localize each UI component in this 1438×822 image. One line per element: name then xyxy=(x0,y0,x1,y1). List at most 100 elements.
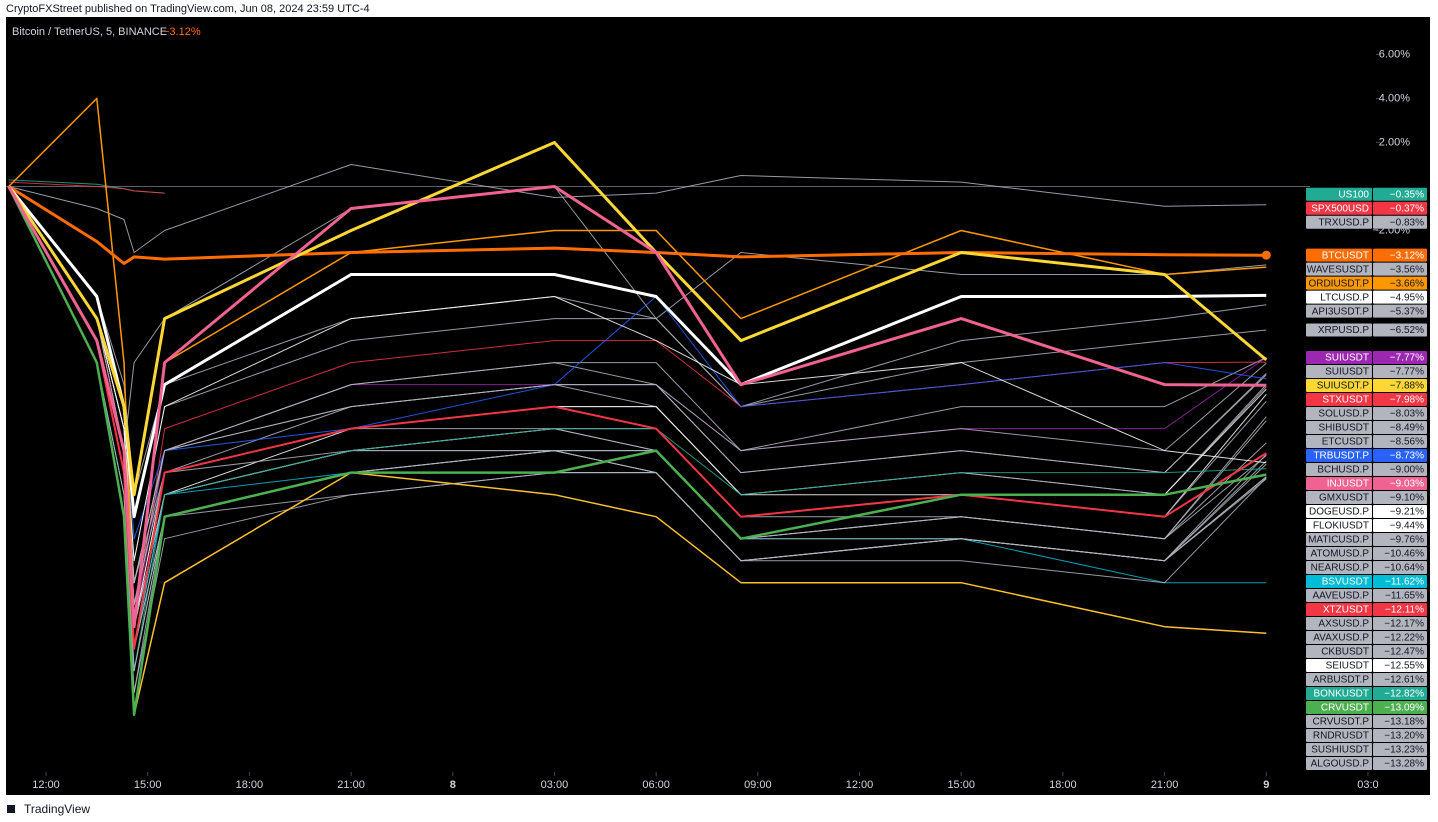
last-value-box xyxy=(1373,715,1427,729)
x-tick-label: 21:00 xyxy=(1151,779,1179,791)
last-value-box xyxy=(1373,215,1427,229)
legend-name: SUSHIUSDT xyxy=(1311,745,1369,756)
legend-name-box xyxy=(1306,645,1372,659)
legend-name: SEIUSDT xyxy=(1326,661,1369,672)
x-tick-label: 18:00 xyxy=(1049,779,1077,791)
legend-name: SPX500USD xyxy=(1311,203,1369,214)
last-value: −10.64% xyxy=(1384,563,1424,574)
legend-name-box xyxy=(1306,575,1372,589)
last-value-box xyxy=(1373,743,1427,757)
legend-name-box xyxy=(1306,519,1372,533)
legend-name: INJUSDT xyxy=(1327,479,1369,490)
legend-name-box xyxy=(1306,449,1372,463)
last-value: −12.55% xyxy=(1384,661,1424,672)
last-value: −9.03% xyxy=(1390,479,1424,490)
series-line xyxy=(8,186,1267,562)
legend-name: ETCUSDT xyxy=(1322,437,1369,448)
last-value: −8.03% xyxy=(1390,409,1424,420)
legend-name: API3USDT.P xyxy=(1312,306,1370,317)
last-value-box xyxy=(1373,365,1427,379)
last-value: −12.22% xyxy=(1384,633,1424,644)
legend-name-box xyxy=(1306,187,1372,201)
legend-name: AVAXUSD.P xyxy=(1313,633,1369,644)
last-value: −11.62% xyxy=(1385,577,1424,588)
legend-name-box xyxy=(1306,248,1372,262)
last-value: −13.28% xyxy=(1384,759,1424,770)
last-value-box xyxy=(1373,187,1427,201)
last-value: −12.11% xyxy=(1385,605,1424,616)
brand: TradingView xyxy=(24,802,90,816)
legend-name: NEARUSD.P xyxy=(1311,563,1370,574)
x-tick-label: 09:00 xyxy=(744,779,772,791)
legend-name: LTCUSD.P xyxy=(1320,292,1369,303)
series-line xyxy=(7,185,1267,717)
legend-name: XTZUSDT xyxy=(1323,605,1369,616)
published-note: CryptoFXStreet published on TradingView.… xyxy=(6,3,370,15)
legend-name: XRPUSD.P xyxy=(1318,325,1369,336)
legend-name: CKBUSDT xyxy=(1321,647,1369,658)
last-value: −9.21% xyxy=(1390,507,1424,518)
logo-mark xyxy=(7,805,15,813)
legend-name-box xyxy=(1306,215,1372,229)
legend-name-box xyxy=(1306,393,1372,407)
series-line xyxy=(7,141,1268,497)
series-line xyxy=(8,181,165,194)
last-value: −3.56% xyxy=(1390,264,1424,275)
legend-name: SUIUSDT xyxy=(1325,353,1369,364)
last-value-box xyxy=(1373,477,1427,491)
legend-name: STXUSDT xyxy=(1322,395,1369,406)
legend-name: SUIUSDT xyxy=(1325,367,1369,378)
legend-name: MATICUSD.P xyxy=(1308,535,1369,546)
series-line xyxy=(7,186,1267,650)
symbol-title: Bitcoin / TetherUS, 5, BINANCE xyxy=(12,26,167,38)
last-value-box xyxy=(1373,631,1427,645)
legend-name-box xyxy=(1306,463,1372,477)
legend-name: BONKUSDT xyxy=(1313,689,1369,700)
legend-name-box xyxy=(1306,547,1372,561)
legend-name-box xyxy=(1306,617,1372,631)
last-value: −13.18% xyxy=(1384,717,1424,728)
legend-name: ORDIUSDT.P xyxy=(1308,278,1369,289)
legend-name-box xyxy=(1306,659,1372,673)
last-value: −8.56% xyxy=(1390,437,1424,448)
legend-name-box xyxy=(1306,379,1372,393)
last-value: −7.77% xyxy=(1390,367,1424,378)
legend-name-box xyxy=(1306,715,1372,729)
last-value-box xyxy=(1373,379,1427,393)
last-value: −3.66% xyxy=(1390,278,1424,289)
chart-background xyxy=(6,17,1430,795)
last-value: −8.49% xyxy=(1390,423,1424,434)
legend-name: SUIUSDT.P xyxy=(1317,381,1370,392)
last-value-box xyxy=(1373,603,1427,617)
legend-name-box xyxy=(1306,323,1372,337)
last-value: −7.77% xyxy=(1390,353,1424,364)
legend-name: WAVESUSDT xyxy=(1307,264,1369,275)
last-value: −10.46% xyxy=(1384,549,1424,560)
legend-name-box xyxy=(1306,743,1372,757)
legend-name-box xyxy=(1306,729,1372,743)
legend-name-box xyxy=(1306,491,1372,505)
x-tick-label: 12:00 xyxy=(846,779,874,791)
last-value-box xyxy=(1373,304,1427,318)
legend-name-box xyxy=(1306,505,1372,519)
series-line xyxy=(7,185,1267,265)
last-value: −13.20% xyxy=(1384,731,1424,742)
x-tick-label: 03:00 xyxy=(541,779,569,791)
legend-name-box xyxy=(1306,407,1372,421)
legend-name: CRVUSDT xyxy=(1321,703,1369,714)
x-tick-label: 03:0 xyxy=(1357,779,1378,791)
last-value-box xyxy=(1373,701,1427,715)
legend-name-box xyxy=(1306,262,1372,276)
y-tick-label: 6.00% xyxy=(1379,48,1410,60)
last-value-box xyxy=(1373,729,1427,743)
last-value: −7.88% xyxy=(1390,381,1424,392)
series-line xyxy=(7,185,1267,629)
last-value: −8.73% xyxy=(1390,451,1424,462)
legend-name-box xyxy=(1306,276,1372,290)
last-value-box xyxy=(1373,547,1427,561)
legend-name: AAVEUSD.P xyxy=(1313,591,1370,602)
last-value-box xyxy=(1373,435,1427,449)
x-tick-label: 15:00 xyxy=(134,779,162,791)
legend-name: BTCUSDT xyxy=(1322,250,1369,261)
last-value-box xyxy=(1373,519,1427,533)
